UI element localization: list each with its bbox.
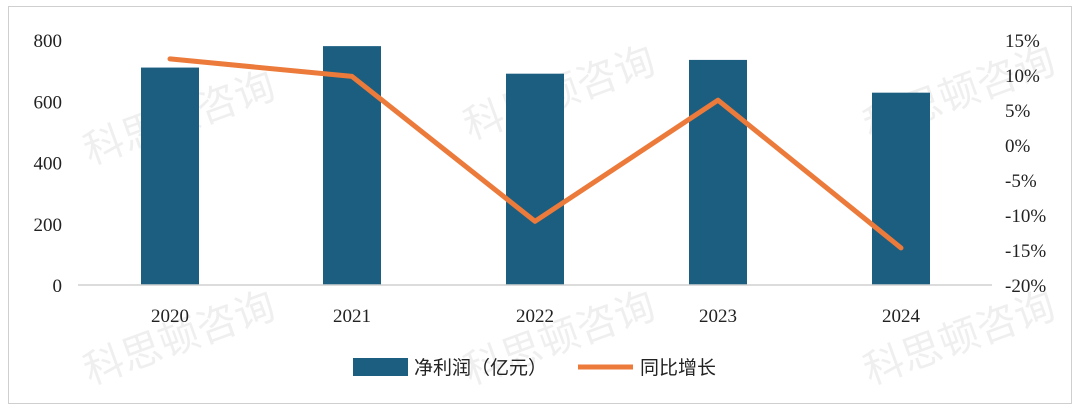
watermark-text: 科思顿咨询 xyxy=(858,283,1062,395)
right-tick-label: -15% xyxy=(1005,241,1046,262)
right-tick-label: 10% xyxy=(1005,66,1040,87)
bar-series-group xyxy=(141,46,930,285)
legend: 净利润（亿元） 同比增长 xyxy=(353,357,716,379)
left-axis-ticks: 0 200 400 600 800 xyxy=(34,31,63,297)
bar-2023 xyxy=(689,59,747,285)
right-tick-label: -5% xyxy=(1005,171,1037,192)
x-tick-label: 2022 xyxy=(516,306,554,327)
right-tick-label: 0% xyxy=(1005,136,1031,157)
left-tick-label: 200 xyxy=(34,215,63,236)
legend-line-label: 同比增长 xyxy=(640,357,716,379)
x-tick-label: 2020 xyxy=(151,306,189,327)
legend-bar-swatch xyxy=(353,358,408,376)
legend-bar-label: 净利润（亿元） xyxy=(414,357,547,379)
x-tick-label: 2021 xyxy=(333,306,371,327)
bar-2020 xyxy=(141,67,199,285)
left-tick-label: 0 xyxy=(53,276,63,297)
right-tick-label: -10% xyxy=(1005,206,1046,227)
bar-2021 xyxy=(323,46,381,285)
bar-2024 xyxy=(872,92,930,285)
x-tick-label: 2024 xyxy=(882,306,921,327)
x-tick-label: 2023 xyxy=(699,306,737,327)
right-tick-label: -20% xyxy=(1005,276,1046,297)
watermark-text: 科思顿咨询 xyxy=(78,283,282,395)
line-series-group xyxy=(167,56,904,251)
left-tick-label: 400 xyxy=(34,154,63,175)
right-axis-ticks: -20% -15% -10% -5% 0% 5% 10% 15% xyxy=(1005,31,1046,297)
right-tick-label: 15% xyxy=(1005,31,1040,52)
right-tick-label: 5% xyxy=(1005,101,1031,122)
left-tick-label: 600 xyxy=(34,92,63,113)
left-tick-label: 800 xyxy=(34,31,63,52)
x-axis-ticks: 2020 2021 2022 2023 2024 xyxy=(151,306,921,327)
bar-2022 xyxy=(506,73,564,285)
